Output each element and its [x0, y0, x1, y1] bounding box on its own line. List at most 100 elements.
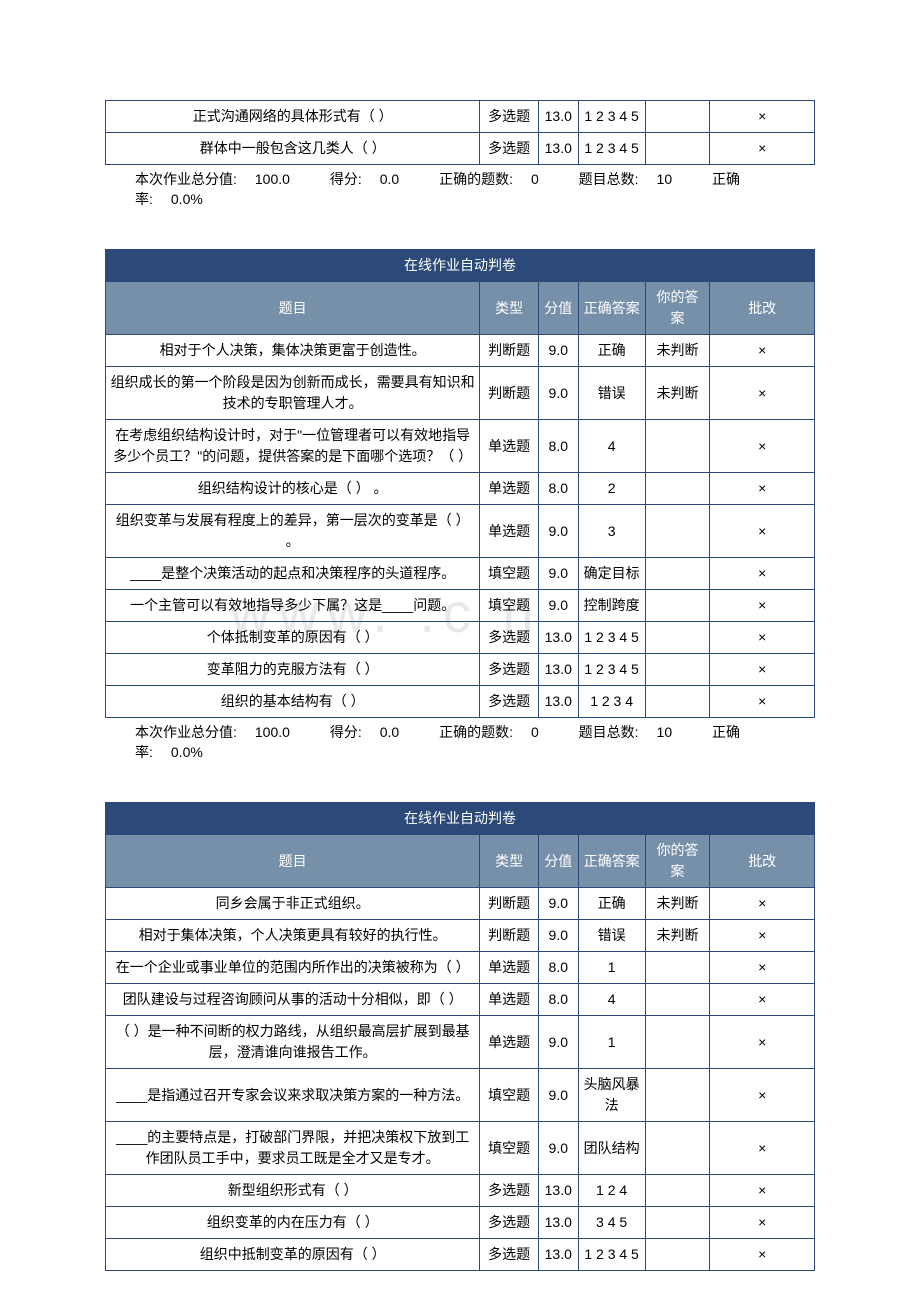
mark-cell: ×: [710, 367, 815, 420]
quiz-table-3: 在线作业自动判卷 题目 类型 分值 正确答案 你的答案 批改 同乡会属于非正式组…: [105, 802, 815, 1271]
correct-count-label: 正确的题数:: [439, 724, 513, 740]
score-cell: 13.0: [538, 1175, 578, 1207]
mark-cell: ×: [710, 1016, 815, 1069]
correct-cell: 控制跨度: [578, 590, 645, 622]
correct-cell: 1 2 3 4 5: [578, 101, 645, 133]
col-your-header: 你的答案: [645, 835, 710, 888]
mark-cell: ×: [710, 686, 815, 718]
score-cell: 9.0: [538, 558, 578, 590]
your-cell: 未判断: [645, 367, 710, 420]
question-cell: 一个主管可以有效地指导多少下属？这是____问题。: [106, 590, 480, 622]
type-cell: 单选题: [480, 1016, 539, 1069]
type-cell: 多选题: [480, 101, 539, 133]
correct-cell: 1 2 3 4 5: [578, 622, 645, 654]
total-count-label: 题目总数:: [579, 724, 639, 740]
table-row: 相对于集体决策，个人决策更具有较好的执行性。判断题9.0错误未判断×: [106, 920, 815, 952]
type-cell: 多选题: [480, 654, 539, 686]
correct-cell: 正确: [578, 888, 645, 920]
table-row: ____的主要特点是，打破部门界限，并把决策权下放到工作团队员工手中，要求员工既…: [106, 1122, 815, 1175]
your-cell: [645, 590, 710, 622]
mark-cell: ×: [710, 335, 815, 367]
score-cell: 8.0: [538, 473, 578, 505]
col-correct-header: 正确答案: [578, 835, 645, 888]
table-row: 在考虑组织结构设计时，对于"一位管理者可以有效地指导多少个员工？"的问题，提供答…: [106, 420, 815, 473]
your-cell: [645, 1207, 710, 1239]
mark-cell: ×: [710, 1175, 815, 1207]
question-cell: ____是整个决策活动的起点和决策程序的头道程序。: [106, 558, 480, 590]
type-cell: 多选题: [480, 1175, 539, 1207]
table-row: 正式沟通网络的具体形式有（ ）多选题13.01 2 3 4 5×: [106, 101, 815, 133]
type-cell: 多选题: [480, 686, 539, 718]
question-cell: 组织变革与发展有程度上的差异，第一层次的变革是（ ） 。: [106, 505, 480, 558]
score-cell: 9.0: [538, 335, 578, 367]
quiz-table-2: 在线作业自动判卷 题目 类型 分值 正确答案 你的答案 批改 相对于个人决策，集…: [105, 249, 815, 718]
question-cell: 同乡会属于非正式组织。: [106, 888, 480, 920]
mark-cell: ×: [710, 920, 815, 952]
summary-line-2: 本次作业总分值:100.0 得分:0.0 正确的题数:0 题目总数:10 正确率…: [105, 722, 815, 762]
table-row: 团队建设与过程咨询顾问从事的活动十分相似，即（ ）单选题8.04×: [106, 984, 815, 1016]
score-cell: 13.0: [538, 1207, 578, 1239]
question-cell: 组织变革的内在压力有（ ）: [106, 1207, 480, 1239]
your-cell: 未判断: [645, 335, 710, 367]
type-cell: 判断题: [480, 888, 539, 920]
correct-cell: 团队结构: [578, 1122, 645, 1175]
your-cell: [645, 1175, 710, 1207]
correct-cell: 1 2 3 4 5: [578, 654, 645, 686]
correct-cell: 1 2 3 4 5: [578, 133, 645, 165]
total-score-value: 100.0: [255, 171, 290, 187]
score-cell: 9.0: [538, 1122, 578, 1175]
correct-cell: 3 4 5: [578, 1207, 645, 1239]
rate-value: 0.0%: [171, 191, 203, 207]
got-score-label: 得分:: [330, 724, 362, 740]
type-cell: 多选题: [480, 133, 539, 165]
correct-cell: 1: [578, 952, 645, 984]
col-question-header: 题目: [106, 282, 480, 335]
score-cell: 13.0: [538, 1239, 578, 1271]
table-row: 群体中一般包含这几类人（ ）多选题13.01 2 3 4 5 ×: [106, 133, 815, 165]
type-cell: 单选题: [480, 952, 539, 984]
col-score-header: 分值: [538, 282, 578, 335]
type-cell: 判断题: [480, 367, 539, 420]
question-cell: 在一个企业或事业单位的范围内所作出的决策被称为（ ）: [106, 952, 480, 984]
mark-cell: ×: [710, 473, 815, 505]
type-cell: 填空题: [480, 1122, 539, 1175]
score-cell: 13.0: [538, 101, 578, 133]
mark-cell: ×: [710, 654, 815, 686]
correct-cell: 错误: [578, 920, 645, 952]
your-cell: [645, 654, 710, 686]
total-count-value: 10: [657, 171, 673, 187]
col-question-header: 题目: [106, 835, 480, 888]
type-cell: 多选题: [480, 1239, 539, 1271]
score-cell: 9.0: [538, 888, 578, 920]
score-cell: 9.0: [538, 920, 578, 952]
your-cell: 未判断: [645, 888, 710, 920]
type-cell: 判断题: [480, 920, 539, 952]
mark-cell: ×: [710, 888, 815, 920]
col-mark-header: 批改: [710, 835, 815, 888]
question-cell: （ ）是一种不间断的权力路线，从组织最高层扩展到最基层，澄清谁向谁报告工作。: [106, 1016, 480, 1069]
your-cell: [645, 101, 710, 133]
got-score-value: 0.0: [380, 724, 399, 740]
table-row: 组织变革与发展有程度上的差异，第一层次的变革是（ ） 。单选题9.03×: [106, 505, 815, 558]
score-cell: 13.0: [538, 133, 578, 165]
table-row: 组织的基本结构有（ ）多选题13.01 2 3 4×: [106, 686, 815, 718]
score-cell: 9.0: [538, 1069, 578, 1122]
your-cell: [645, 622, 710, 654]
col-correct-header: 正确答案: [578, 282, 645, 335]
question-cell: 群体中一般包含这几类人（ ）: [106, 133, 480, 165]
your-cell: [645, 473, 710, 505]
table-row: 同乡会属于非正式组织。判断题9.0正确未判断×: [106, 888, 815, 920]
type-cell: 单选题: [480, 473, 539, 505]
correct-cell: 4: [578, 984, 645, 1016]
mark-cell: ×: [710, 984, 815, 1016]
question-cell: ____的主要特点是，打破部门界限，并把决策权下放到工作团队员工手中，要求员工既…: [106, 1122, 480, 1175]
page-container: www. .c n 正式沟通网络的具体形式有（ ）多选题13.01 2 3 4 …: [0, 0, 920, 1271]
correct-cell: 1: [578, 1016, 645, 1069]
correct-cell: 错误: [578, 367, 645, 420]
type-cell: 单选题: [480, 505, 539, 558]
question-cell: 新型组织形式有（ ）: [106, 1175, 480, 1207]
score-cell: 13.0: [538, 686, 578, 718]
mark-cell: ×: [710, 133, 815, 165]
col-your-header: 你的答案: [645, 282, 710, 335]
table-title: 在线作业自动判卷: [106, 250, 815, 282]
